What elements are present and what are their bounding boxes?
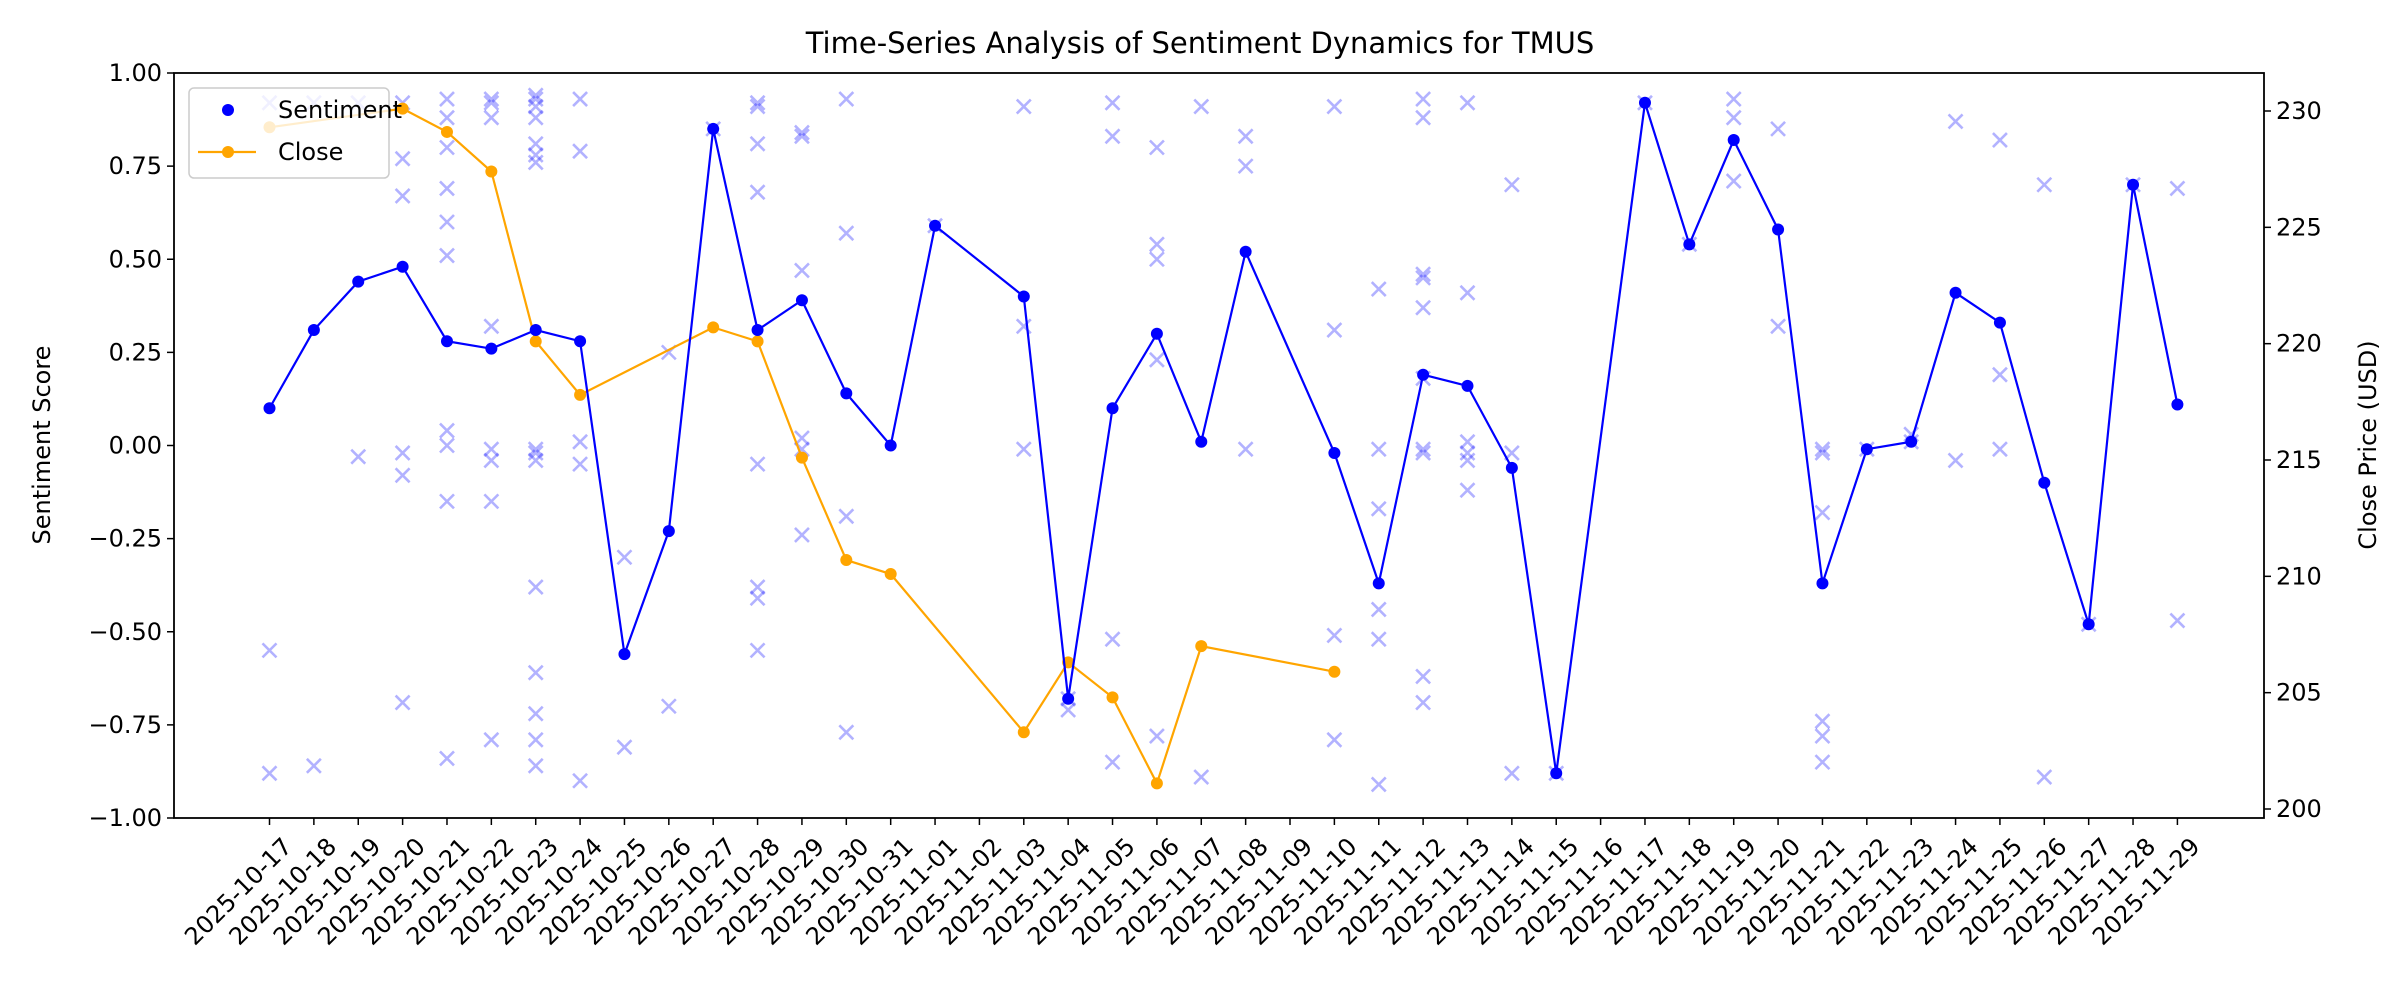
svg-text:205: 205 xyxy=(2276,679,2322,707)
svg-text:0.50: 0.50 xyxy=(109,245,162,273)
svg-text:−1.00: −1.00 xyxy=(88,804,162,832)
close-price-series xyxy=(263,102,1341,790)
y-axis-label: Sentiment Score xyxy=(28,346,56,545)
svg-text:200: 200 xyxy=(2276,795,2322,823)
svg-text:−0.25: −0.25 xyxy=(88,525,162,553)
svg-text:225: 225 xyxy=(2276,213,2322,241)
legend-close-label: Close xyxy=(278,138,343,166)
svg-text:0.25: 0.25 xyxy=(109,338,162,366)
y2-axis-label: Close Price (USD) xyxy=(2354,340,2382,549)
right-y-axis: 200 205 210 215 220 225 230 xyxy=(2264,97,2322,823)
svg-text:230: 230 xyxy=(2276,97,2322,125)
legend-sentiment-label: Sentiment xyxy=(278,96,402,124)
x-axis: 2025-10-172025-10-182025-10-192025-10-20… xyxy=(179,818,2206,951)
svg-text:210: 210 xyxy=(2276,562,2322,590)
legend-close-marker xyxy=(222,146,234,158)
raw-sentiment-markers xyxy=(261,87,2186,793)
left-y-axis: −1.00 −0.75 −0.50 −0.25 0.00 0.25 0.50 0.75 1.00 xyxy=(88,59,174,832)
svg-text:0.00: 0.00 xyxy=(109,432,162,460)
svg-text:220: 220 xyxy=(2276,330,2322,358)
svg-text:0.75: 0.75 xyxy=(109,152,162,180)
legend-sentiment-marker xyxy=(222,104,234,116)
legend: Sentiment Close xyxy=(188,87,402,179)
svg-text:−0.75: −0.75 xyxy=(88,711,162,739)
svg-text:1.00: 1.00 xyxy=(109,59,162,87)
svg-text:215: 215 xyxy=(2276,446,2322,474)
sentiment-series xyxy=(263,96,2184,780)
svg-text:−0.50: −0.50 xyxy=(88,618,162,646)
chart-title: Time-Series Analysis of Sentiment Dynami… xyxy=(805,26,1595,60)
